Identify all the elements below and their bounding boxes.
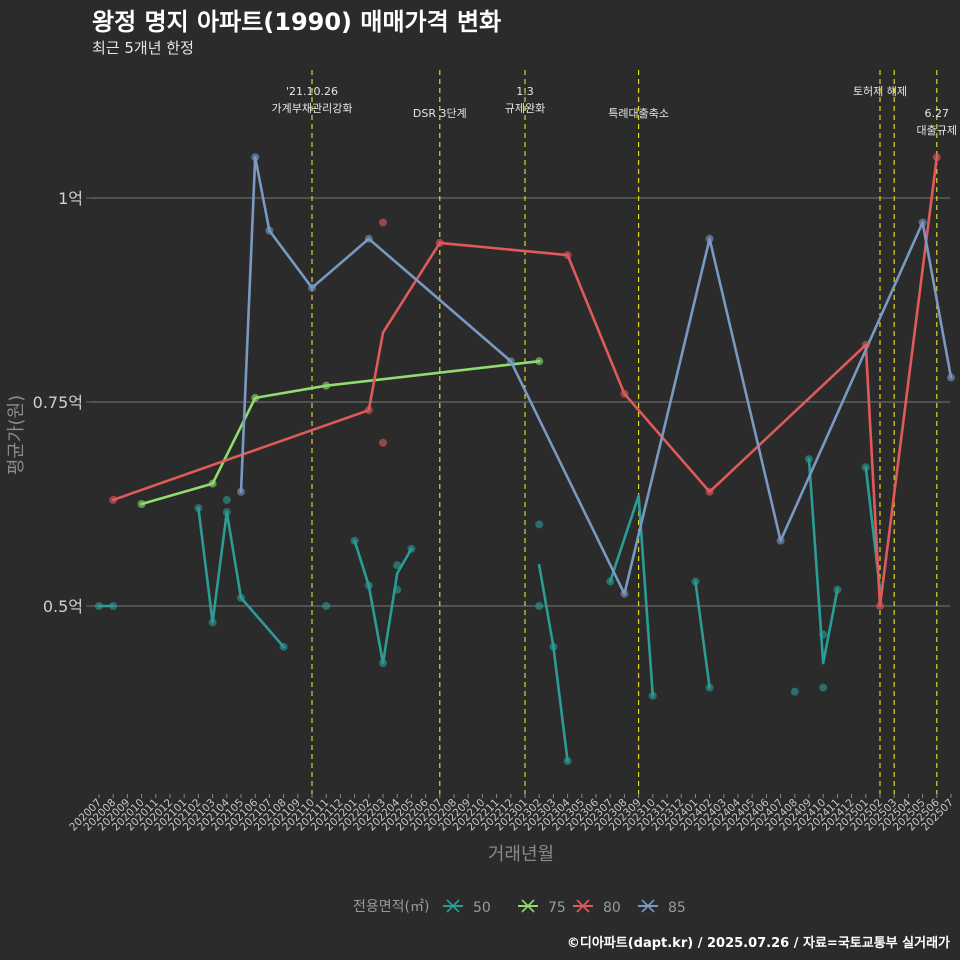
- legend-label: 50: [473, 900, 491, 916]
- x-axis-title: 거래년월: [488, 844, 554, 865]
- event-label: 토허제 해제: [853, 84, 907, 98]
- data-point-50: [364, 581, 373, 590]
- event-label: 대출규제: [917, 124, 957, 137]
- chart-subtitle: 최근 5개년 한정: [92, 39, 194, 57]
- data-point-50: [535, 602, 544, 610]
- y-tick-label: 0.5억: [43, 597, 83, 616]
- data-point-85: [620, 589, 629, 598]
- data-point-80: [379, 218, 387, 227]
- data-point-50: [790, 687, 799, 696]
- event-label: 1.3: [516, 85, 534, 98]
- data-point-80: [861, 340, 870, 349]
- event-label: 규제완화: [505, 102, 545, 115]
- event-label: '21.10.26: [286, 85, 338, 98]
- data-point-50: [194, 504, 203, 513]
- source-caption: ©디아파트(dapt.kr) / 2025.07.26 / 자료=국토교통부 실…: [567, 935, 950, 951]
- data-point-50: [393, 561, 402, 570]
- y-axis-ticks: 0.5억 0.75억 1억: [33, 189, 92, 616]
- data-point-75: [137, 500, 146, 508]
- legend-key-cross: [641, 899, 655, 913]
- data-point-75: [535, 357, 544, 366]
- legend-key-cross: [521, 899, 535, 913]
- legend-title: 전용면적(㎡): [353, 899, 429, 915]
- data-point-80: [364, 406, 373, 415]
- series-line-50: [694, 580, 711, 689]
- data-point-85: [705, 234, 714, 243]
- data-point-50: [379, 659, 387, 668]
- data-point-50: [606, 577, 615, 586]
- event-lines: '21.10.26 가계부채관리강화 DSR 3단계 1.3 규제완화 특례대출축소 토허제…: [272, 70, 957, 794]
- data-point-50: [407, 544, 416, 553]
- data-point-50: [95, 602, 103, 610]
- data-point-50: [222, 508, 231, 517]
- data-point-50: [237, 593, 245, 602]
- data-point-80: [435, 238, 444, 247]
- data-point-50: [350, 536, 359, 545]
- data-point-50: [691, 577, 700, 586]
- series-line-50: [608, 494, 655, 698]
- data-point-85: [918, 218, 927, 227]
- data-point-50: [535, 520, 544, 529]
- legend-key-cross: [576, 899, 590, 913]
- data-point-80: [379, 438, 387, 447]
- data-point-85: [506, 357, 515, 366]
- y-tick-label: 0.75억: [33, 393, 83, 412]
- data-point-50: [833, 585, 842, 594]
- data-point-50: [393, 585, 402, 594]
- data-point-80: [563, 251, 572, 260]
- chart-title: 왕정 명지 아파트(1990) 매매가격 변화: [92, 8, 501, 36]
- data-point-50: [222, 495, 231, 504]
- series-line-80: [111, 155, 939, 608]
- data-point-50: [861, 463, 870, 472]
- data-point-50: [563, 757, 572, 766]
- data-point-50: [279, 642, 288, 651]
- data-point-85: [364, 234, 373, 243]
- series-points: [95, 153, 955, 766]
- data-point-85: [265, 226, 274, 235]
- legend-label: 85: [668, 900, 686, 916]
- legend-label: 80: [603, 900, 621, 916]
- event-label: 가계부채관리강화: [272, 102, 353, 115]
- data-point-50: [109, 602, 118, 610]
- data-point-75: [208, 479, 217, 488]
- data-point-50: [549, 642, 558, 651]
- data-point-85: [776, 536, 785, 545]
- data-point-85: [308, 283, 316, 292]
- event-label: 특례대출축소: [608, 107, 669, 120]
- data-point-50: [705, 683, 714, 692]
- data-point-50: [208, 618, 217, 627]
- event-label: 6.27: [925, 107, 950, 120]
- data-point-80: [932, 153, 941, 162]
- data-point-75: [322, 381, 331, 390]
- data-point-50: [322, 602, 331, 610]
- data-point-80: [876, 602, 884, 610]
- data-point-80: [705, 487, 714, 496]
- data-point-80: [109, 495, 118, 504]
- event-label: DSR 3단계: [413, 107, 467, 120]
- grid-lines: [92, 197, 950, 607]
- data-point-85: [237, 487, 245, 496]
- y-tick-label: 1억: [58, 189, 83, 208]
- data-point-50: [648, 691, 657, 700]
- data-point-50: [819, 683, 828, 692]
- data-point-75: [251, 393, 260, 402]
- legend-key-cross: [446, 899, 460, 913]
- data-point-50: [819, 630, 828, 639]
- data-point-85: [251, 153, 260, 162]
- legend-label: 75: [548, 900, 566, 916]
- data-point-85: [947, 373, 955, 382]
- legend: 전용면적(㎡) 50 75 80 85: [353, 899, 686, 916]
- series-line-50: [807, 457, 839, 665]
- y-axis-title: 평균가(원): [6, 395, 27, 475]
- data-point-50: [805, 455, 813, 464]
- data-point-80: [620, 389, 629, 398]
